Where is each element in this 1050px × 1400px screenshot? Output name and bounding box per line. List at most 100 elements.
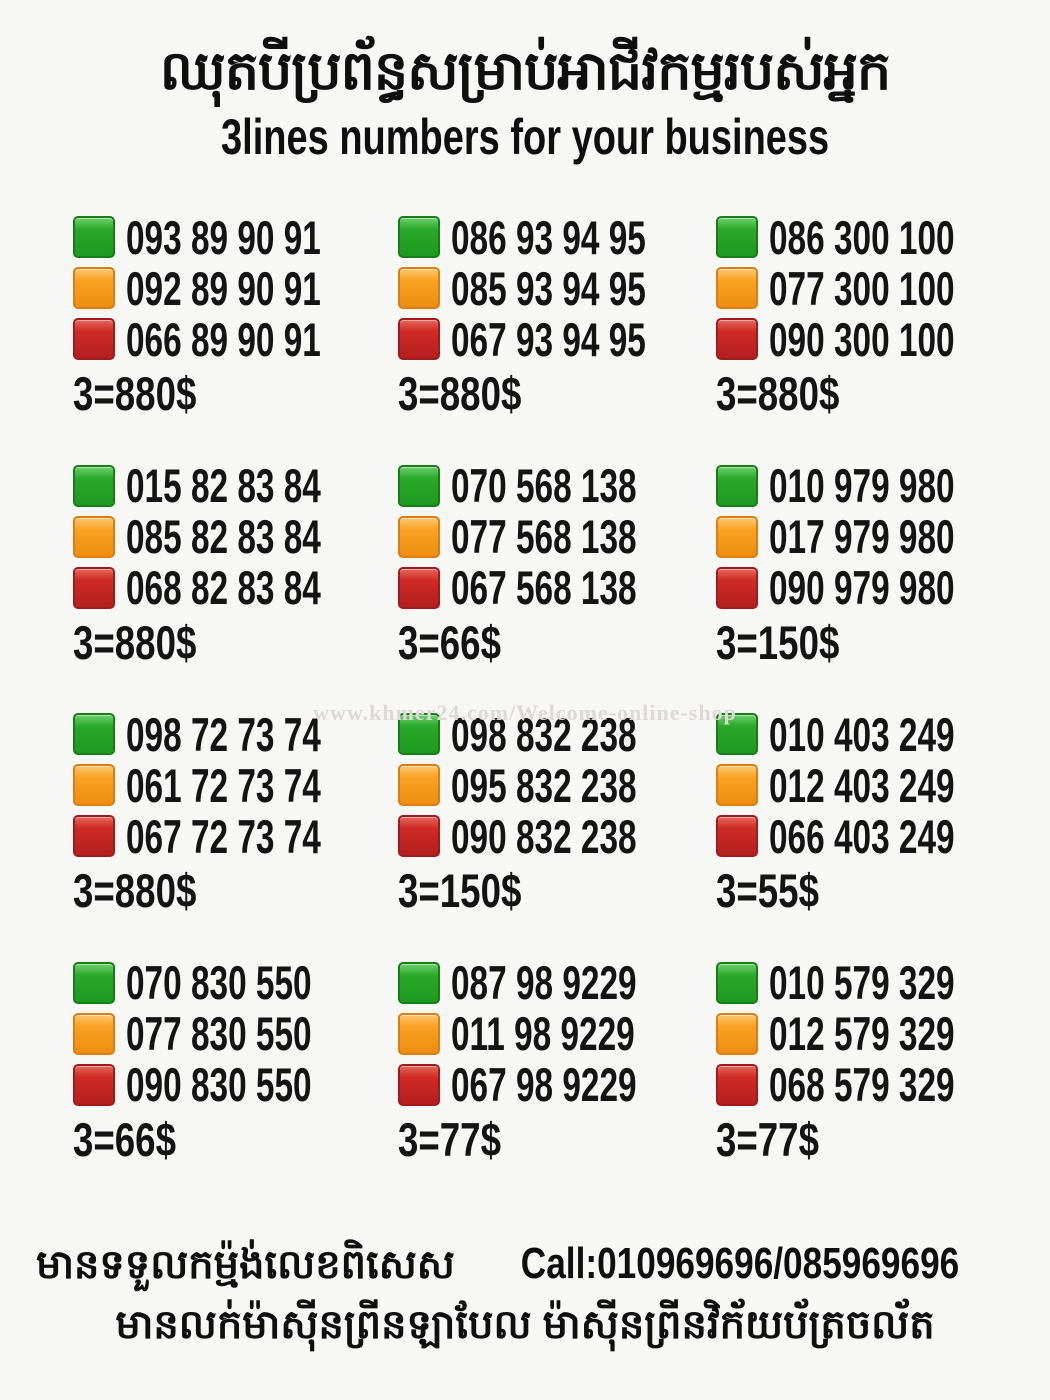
number-line: 085 82 83 84 [73, 510, 398, 564]
phone-number: 086 300 100 [769, 210, 955, 264]
price-label: 3=880$ [73, 864, 197, 918]
number-line: 070 830 550 [73, 959, 398, 1006]
phone-number: 061 72 73 74 [126, 758, 321, 812]
green-network-square-icon [398, 961, 440, 1004]
phone-number: 011 98 9229 [451, 1007, 635, 1061]
price-label: 3=880$ [73, 615, 197, 669]
number-line: 090 300 100 [716, 312, 1050, 366]
phone-number: 067 93 94 95 [451, 312, 646, 366]
number-line: 077 568 138 [398, 513, 716, 560]
number-block-10: 070 830 550 077 830 550 090 830 550 3=66… [73, 959, 398, 1163]
green-network-square-icon [716, 713, 758, 756]
number-line: 092 89 90 91 [73, 261, 398, 315]
number-line: 090 979 980 [716, 561, 1050, 615]
phone-number: 090 979 980 [769, 561, 955, 615]
number-line: 090 832 238 [398, 809, 716, 863]
number-line: 067 93 94 95 [398, 312, 716, 366]
phone-number: 017 979 980 [769, 510, 955, 564]
number-line: 086 93 94 95 [398, 210, 716, 264]
phone-number: 066 403 249 [769, 809, 955, 863]
phone-number: 010 979 980 [769, 459, 955, 513]
number-block-8: 098 832 238 095 832 238 090 832 238 3=15… [398, 707, 716, 918]
price-label: 3=150$ [398, 864, 522, 918]
page-subtitle-english: 3lines numbers for your business [220, 109, 830, 166]
phone-number: 085 93 94 95 [451, 261, 646, 315]
number-line: 011 98 9229 [398, 1007, 716, 1061]
page-title-khmer: ឈុតបីប្រព័ន្ធសម្រាប់អាជីវកម្មរបស់អ្នក [159, 41, 891, 101]
price-label: 3=150$ [716, 615, 840, 669]
number-line: 068 579 329 [716, 1058, 1050, 1112]
red-network-square-icon [716, 566, 758, 609]
watermark-text: www.khmer24.com/Welcome-online-shop [313, 700, 737, 725]
footer-order-line: មានទទួលកម្ម៉ង់លេខពិសេស Call:010969696/08… [0, 1232, 1050, 1296]
number-line: 070 568 138 [398, 462, 716, 509]
number-line: 066 89 90 91 [73, 316, 398, 363]
phone-number: 098 72 73 74 [126, 707, 321, 761]
price-label: 3=880$ [398, 367, 522, 420]
number-line: 067 72 73 74 [73, 809, 398, 863]
orange-network-square-icon [716, 764, 758, 807]
number-block-9: 010 403 249 012 403 249 066 403 249 3=55… [716, 711, 1050, 918]
red-network-square-icon [398, 815, 440, 858]
number-line: 086 300 100 [716, 210, 1050, 264]
orange-network-square-icon [716, 515, 758, 558]
phone-number: 090 830 550 [126, 1058, 312, 1112]
number-block-6: 010 979 980 017 979 980 090 979 980 3=15… [716, 459, 1050, 669]
orange-network-square-icon [398, 764, 440, 807]
price-label: 3=77$ [716, 1112, 819, 1166]
number-line: 010 403 249 [716, 711, 1050, 758]
orange-network-square-icon [73, 267, 115, 309]
poster-header: ឈុតបីប្រព័ន្ធសម្រាប់អាជីវកម្មរបស់អ្នក 3l… [0, 28, 1050, 166]
number-line: 090 830 550 [73, 1058, 398, 1112]
number-block-7: 098 72 73 74 061 72 73 74 067 72 73 74 3… [73, 707, 398, 918]
price-label: 3=77$ [398, 1112, 501, 1166]
phone-number: 092 89 90 91 [126, 261, 321, 315]
number-line: 066 403 249 [716, 809, 1050, 863]
number-block-3: 086 300 100 077 300 100 090 300 100 3=88… [716, 210, 1050, 420]
green-network-square-icon [73, 961, 115, 1004]
number-block-5: 070 568 138 077 568 138 067 568 138 3=66… [398, 462, 716, 669]
orange-network-square-icon [716, 1012, 758, 1055]
number-line: 010 979 980 [716, 459, 1050, 513]
number-line: 093 89 90 91 [73, 214, 398, 261]
phone-number: 067 568 138 [451, 561, 637, 615]
price-label: 3=66$ [398, 615, 501, 669]
red-network-square-icon [398, 566, 440, 609]
footer-call-numbers: Call:010969696/085969696 [520, 1239, 960, 1288]
number-line: 068 82 83 84 [73, 564, 398, 611]
red-network-square-icon [73, 318, 115, 360]
phone-number: 086 93 94 95 [451, 210, 646, 264]
red-network-square-icon [73, 566, 115, 609]
phone-number: 012 403 249 [769, 758, 955, 812]
price-label: 3=55$ [716, 864, 819, 918]
red-network-square-icon [716, 1063, 758, 1106]
number-block-11: 087 98 9229 011 98 9229 067 98 9229 3=77… [398, 959, 716, 1166]
phone-number: 090 300 100 [769, 312, 955, 366]
number-line: 067 568 138 [398, 561, 716, 615]
number-block-2: 086 93 94 95 085 93 94 95 067 93 94 95 3… [398, 210, 716, 420]
phone-number: 077 300 100 [769, 261, 955, 315]
phone-number: 067 72 73 74 [126, 809, 321, 863]
orange-network-square-icon [398, 267, 440, 309]
green-network-square-icon [73, 216, 115, 258]
phone-number: 068 579 329 [769, 1058, 955, 1112]
orange-network-square-icon [73, 515, 115, 558]
orange-network-square-icon [398, 515, 440, 558]
phone-number: 015 82 83 84 [126, 459, 321, 513]
number-line: 098 832 238 [398, 707, 716, 761]
number-line: 012 403 249 [716, 758, 1050, 812]
phone-number: 098 832 238 [451, 707, 637, 761]
poster-footer: មានទទួលកម្ម៉ង់លេខពិសេស Call:010969696/08… [0, 1232, 1050, 1354]
price-label: 3=880$ [716, 367, 840, 420]
green-network-square-icon [398, 713, 440, 756]
number-line: 067 98 9229 [398, 1061, 716, 1108]
number-line: 077 300 100 [716, 261, 1050, 315]
green-network-square-icon [73, 464, 115, 507]
number-line: 061 72 73 74 [73, 758, 398, 812]
number-line: 098 72 73 74 [73, 707, 398, 761]
phone-number: 085 82 83 84 [126, 510, 321, 564]
green-network-square-icon [398, 464, 440, 507]
red-network-square-icon [73, 1063, 115, 1106]
phone-number: 090 832 238 [451, 809, 637, 863]
